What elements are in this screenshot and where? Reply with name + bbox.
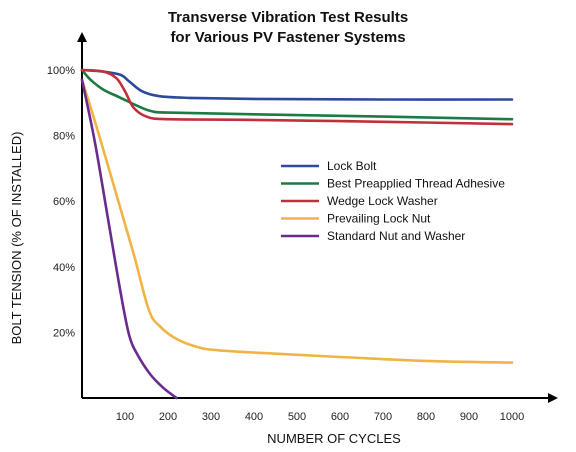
y-axis-arrow	[77, 32, 87, 42]
y-tick-label: 80%	[53, 131, 75, 143]
x-tick-label: 1000	[500, 411, 524, 423]
series-line-1	[80, 68, 514, 101]
chart-title-line-1: Transverse Vibration Test Results	[167, 9, 409, 26]
y-tick-label: 60%	[53, 196, 75, 208]
x-tick-label: 300	[202, 411, 220, 423]
legend-label-1: Lock Bolt	[327, 159, 377, 173]
x-axis-arrow	[548, 393, 558, 403]
series-line-2	[80, 68, 514, 121]
x-axis-label: NUMBER OF CYCLES	[267, 431, 401, 446]
legend: Lock Bolt Best Preapplied Thread Adhesive…	[281, 159, 505, 243]
y-axis-label: BOLT TENSION (% OF INSTALLED)	[9, 132, 24, 345]
series-lines	[80, 68, 514, 400]
x-tick-label: 100	[116, 411, 134, 423]
legend-label-5: Standard Nut and Washer	[327, 229, 465, 243]
legend-label-3: Wedge Lock Washer	[327, 194, 438, 208]
x-tick-label: 700	[374, 411, 392, 423]
axes	[77, 32, 558, 403]
legend-label-4: Prevailing Lock Nut	[327, 212, 431, 226]
y-tick-label: 40%	[53, 262, 75, 274]
x-tick-label: 200	[159, 411, 177, 423]
chart-title-line-2: for Various PV Fastener Systems	[170, 29, 406, 46]
series-line-5	[80, 78, 178, 400]
legend-label-2: Best Preapplied Thread Adhesive	[327, 177, 505, 191]
x-tick-label: 400	[245, 411, 263, 423]
y-tick-label: 20%	[53, 327, 75, 339]
x-tick-label: 800	[417, 411, 435, 423]
chart-title: Transverse Vibration Test Results for Va…	[0, 8, 576, 48]
series-line-4	[80, 78, 514, 364]
tick-labels: 100 200 300 400 500 600 700 800 900 1000 20% 40% 60%…	[47, 65, 524, 423]
y-tick-label: 100%	[47, 65, 75, 77]
series-line-3	[80, 68, 514, 126]
x-tick-label: 600	[331, 411, 349, 423]
x-tick-label: 500	[288, 411, 306, 423]
x-tick-label: 900	[460, 411, 478, 423]
